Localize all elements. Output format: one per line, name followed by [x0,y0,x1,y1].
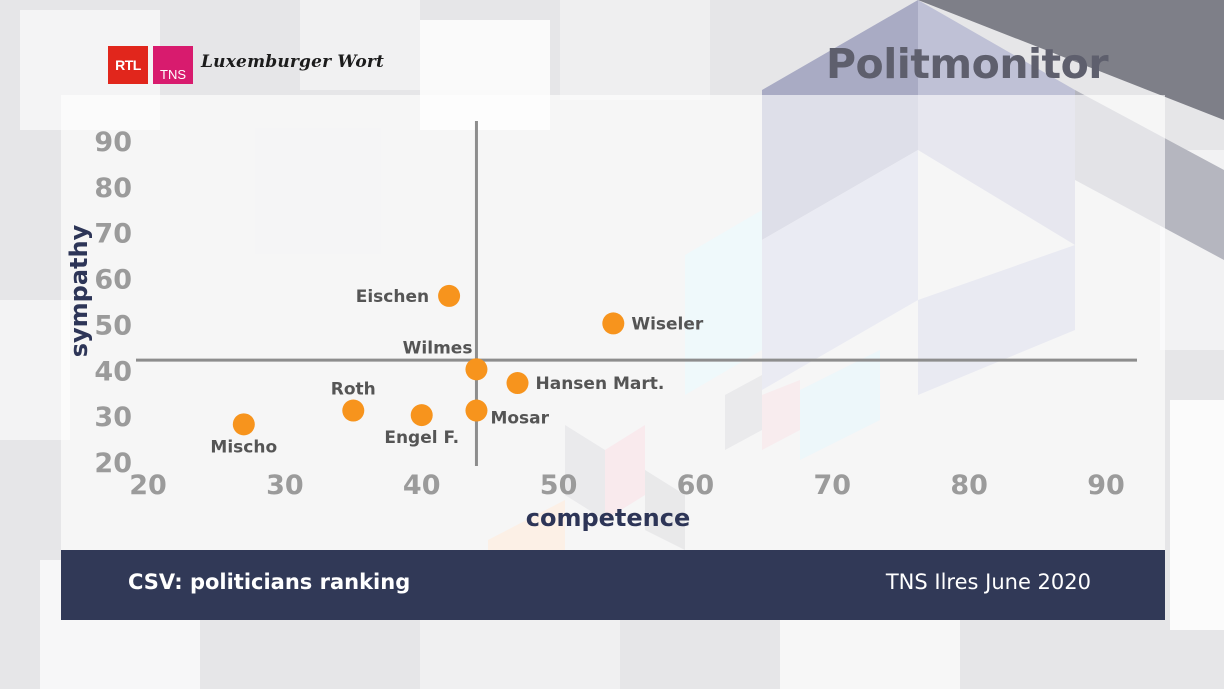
data-point-label: Eischen [356,287,429,307]
data-point-label: Engel F. [384,428,459,448]
x-axis-label: competence [526,504,691,532]
data-point [438,284,461,307]
x-tick-label: 50 [540,470,578,501]
data-point [342,399,365,422]
data-point [465,358,488,381]
y-tick-label: 70 [94,219,132,250]
data-point [602,312,625,335]
footer-source: TNS Ilres June 2020 [885,570,1091,594]
data-point-label: Mischo [210,437,277,457]
newspaper-logo: Luxemburger Wort [201,52,385,72]
reference-lines [136,121,1137,466]
y-tick-label: 90 [94,127,132,158]
data-point-label: Mosar [490,409,549,429]
x-tick-label: 20 [129,470,167,501]
x-tick-label: 60 [677,470,715,501]
data-points: Eischen Wiseler Wilmes Hansen Mart. Roth Enge… [210,284,704,457]
footer-bar: CSV: politicians ranking TNS Ilres June … [61,550,1165,620]
footer-title: CSV: politicians ranking [128,570,411,594]
tns-logo: TNS [153,46,193,84]
x-tick-label: 80 [950,470,988,501]
x-tick-label: 90 [1087,470,1125,501]
y-tick-label: 80 [94,173,132,204]
y-tick-label: 20 [94,448,132,479]
y-axis-label: sympathy [65,224,93,357]
x-tick-label: 70 [813,470,851,501]
data-point-label: Wilmes [403,338,473,358]
brand-title: Politmonitor [826,40,1109,88]
y-tick-label: 50 [94,310,132,341]
data-point [410,404,433,427]
rtl-logo: RTL [108,46,148,84]
x-tick-label: 40 [403,470,441,501]
data-point-label: Roth [331,380,376,400]
y-tick-label: 60 [94,265,132,296]
data-point-label: Hansen Mart. [536,374,665,394]
data-point-label: Wiseler [631,314,704,334]
data-point [232,413,255,436]
data-point [465,399,488,422]
x-axis-ticks: 20 30 40 50 60 70 80 90 [129,470,1125,501]
y-axis-ticks: 20 30 40 50 60 70 80 90 [94,127,132,479]
data-point [506,372,529,395]
y-tick-label: 30 [94,402,132,433]
x-tick-label: 30 [266,470,304,501]
y-tick-label: 40 [94,356,132,387]
